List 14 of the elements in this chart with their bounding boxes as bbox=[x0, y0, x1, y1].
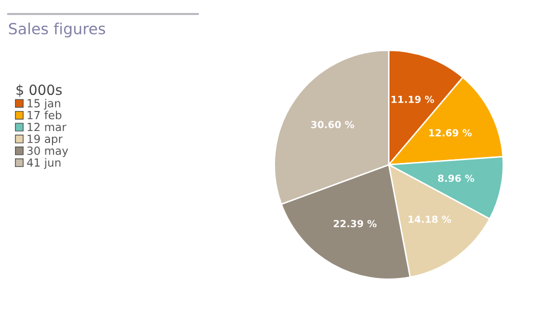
data-label: 22.39 % bbox=[334, 220, 377, 228]
legend-label: 15 jan bbox=[28, 98, 60, 110]
legend-label: 19 apr bbox=[28, 134, 63, 146]
data-label: 12.69 % bbox=[429, 129, 472, 136]
data-label: 30.60 % bbox=[311, 120, 354, 128]
legend-title: $ 000s bbox=[16, 84, 62, 97]
data-label: 14.18 % bbox=[408, 216, 452, 223]
legend-label: 12 mar bbox=[28, 122, 66, 132]
legend-label: 30 may bbox=[27, 146, 68, 158]
legend-label: 17 feb bbox=[28, 110, 62, 120]
chart-title: Sales figures bbox=[9, 22, 106, 38]
legend-label: 41 jun bbox=[27, 158, 60, 169]
data-label: 8.96 % bbox=[438, 174, 474, 182]
data-label: 11.19 % bbox=[392, 96, 434, 104]
